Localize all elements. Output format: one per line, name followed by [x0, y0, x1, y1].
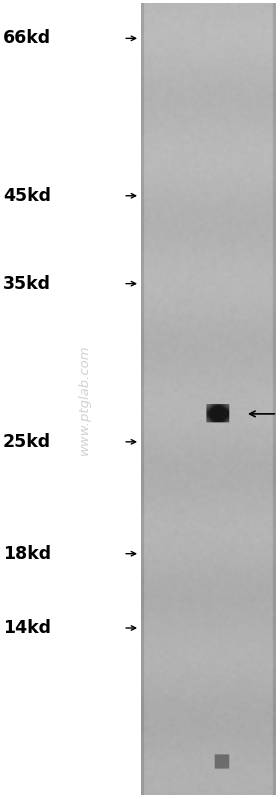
Text: 25kd: 25kd: [3, 433, 51, 451]
Text: 45kd: 45kd: [3, 187, 51, 205]
Text: www.ptglab.com: www.ptglab.com: [78, 344, 90, 455]
Text: 35kd: 35kd: [3, 275, 51, 292]
Text: 14kd: 14kd: [3, 619, 51, 637]
Text: 66kd: 66kd: [3, 30, 51, 47]
Text: 18kd: 18kd: [3, 545, 51, 562]
